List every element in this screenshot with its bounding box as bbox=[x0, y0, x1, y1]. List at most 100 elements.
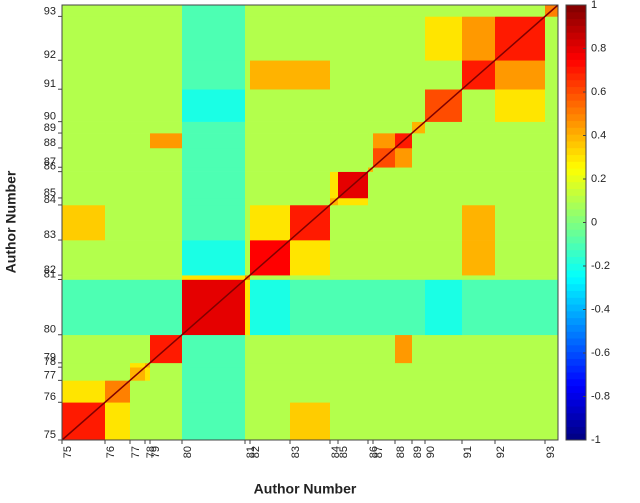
heatmap-cell bbox=[62, 171, 106, 199]
heatmap-cell bbox=[425, 279, 463, 336]
y-tick-label: 83 bbox=[44, 229, 56, 241]
heatmap-cell bbox=[250, 171, 291, 199]
heatmap-cell bbox=[105, 362, 131, 368]
heatmap-cell bbox=[395, 334, 413, 364]
heatmap-cell bbox=[245, 5, 251, 17]
heatmap-cell bbox=[373, 167, 396, 172]
heatmap-cell bbox=[395, 362, 413, 368]
heatmap-cell bbox=[545, 60, 559, 90]
colorbar-segment bbox=[566, 195, 586, 203]
heatmap-cell bbox=[545, 334, 559, 364]
heatmap-cell bbox=[330, 380, 339, 403]
colorbar-segment bbox=[566, 344, 586, 353]
heatmap-cell bbox=[495, 279, 546, 336]
heatmap-cell bbox=[462, 279, 496, 336]
heatmap-cell bbox=[545, 367, 559, 381]
heatmap-cell bbox=[145, 240, 151, 276]
heatmap-cell bbox=[412, 147, 426, 168]
y-tick-label: 76 bbox=[44, 391, 56, 403]
heatmap-cell bbox=[495, 5, 546, 17]
colorbar-tick-label: 0.4 bbox=[591, 129, 606, 141]
heatmap-cell bbox=[462, 197, 496, 206]
colorbar-tick-label: 0.8 bbox=[591, 42, 606, 54]
colorbar-segment bbox=[566, 134, 586, 142]
heatmap-cell bbox=[62, 334, 106, 364]
heatmap-cell bbox=[182, 240, 246, 276]
colorbar-segment bbox=[566, 378, 586, 387]
heatmap-cell bbox=[462, 402, 496, 441]
heatmap-cell bbox=[462, 171, 496, 199]
heatmap-cell bbox=[373, 197, 396, 206]
heatmap-cell bbox=[330, 279, 339, 336]
heatmap-cell bbox=[462, 367, 496, 381]
heatmap-cell bbox=[330, 362, 339, 368]
heatmap-cell bbox=[130, 121, 146, 134]
heatmap-cell bbox=[290, 60, 331, 90]
heatmap-cell bbox=[250, 279, 291, 336]
heatmap-cell bbox=[150, 60, 183, 90]
heatmap-cell bbox=[373, 89, 396, 122]
heatmap-cell bbox=[182, 402, 246, 441]
heatmap-cell bbox=[395, 367, 413, 381]
heatmap-cell bbox=[290, 167, 331, 172]
y-tick-label: 88 bbox=[44, 137, 56, 149]
heatmap-cell bbox=[462, 89, 496, 122]
heatmap-cell bbox=[105, 147, 131, 168]
heatmap-cell bbox=[338, 5, 369, 17]
heatmap-cell bbox=[250, 204, 291, 241]
colorbar-segment bbox=[566, 11, 586, 20]
heatmap-cell bbox=[150, 362, 183, 368]
colorbar-tick-label: -0.4 bbox=[591, 303, 610, 315]
heatmap-cell bbox=[462, 240, 496, 276]
heatmap-cell bbox=[412, 5, 426, 17]
heatmap-cell bbox=[545, 204, 559, 241]
heatmap-cell bbox=[290, 240, 331, 276]
colorbar-segment bbox=[566, 365, 586, 373]
heatmap-cell bbox=[462, 362, 496, 368]
heatmap-cell bbox=[182, 16, 246, 61]
heatmap-cell bbox=[182, 362, 246, 368]
heatmap-cell bbox=[105, 16, 131, 61]
heatmap-cell bbox=[290, 367, 331, 381]
colorbar-segment bbox=[566, 242, 586, 251]
heatmap-cell bbox=[105, 197, 131, 206]
heatmap-cell bbox=[495, 380, 546, 403]
heatmap-cell bbox=[462, 121, 496, 134]
heatmap-cell bbox=[145, 16, 151, 61]
heatmap-cell bbox=[330, 89, 339, 122]
heatmap-cell bbox=[62, 147, 106, 168]
heatmap-cell bbox=[62, 275, 106, 280]
heatmap-cell bbox=[412, 362, 426, 368]
heatmap-cell bbox=[373, 402, 396, 441]
heatmap-cell bbox=[373, 204, 396, 241]
heatmap-cell bbox=[545, 380, 559, 403]
colorbar-segment bbox=[566, 120, 586, 128]
heatmap-cell bbox=[338, 240, 369, 276]
heatmap-cell bbox=[245, 279, 251, 336]
heatmap-cell bbox=[495, 275, 546, 280]
colorbar-segment bbox=[566, 59, 586, 67]
colorbar-segment bbox=[566, 324, 586, 332]
heatmap-cell bbox=[368, 89, 374, 122]
heatmap-cell bbox=[545, 147, 559, 168]
heatmap-cell bbox=[462, 334, 496, 364]
heatmap-cell bbox=[150, 133, 183, 149]
heatmap-cell bbox=[373, 275, 396, 280]
heatmap-cell bbox=[545, 171, 559, 199]
heatmap-cell bbox=[373, 362, 396, 368]
heatmap-cell bbox=[373, 367, 396, 381]
heatmap-cell bbox=[545, 279, 559, 336]
heatmap-cell bbox=[130, 16, 146, 61]
colorbar-segment bbox=[566, 25, 586, 33]
colorbar-segment bbox=[566, 263, 586, 271]
heatmap-cell bbox=[338, 147, 369, 168]
heatmap-cell bbox=[182, 275, 246, 280]
heatmap-cell bbox=[462, 204, 496, 241]
colorbar-segment bbox=[566, 222, 586, 230]
heatmap-cell bbox=[105, 60, 131, 90]
heatmap-cell bbox=[150, 402, 183, 441]
colorbar-segment bbox=[566, 426, 586, 434]
colorbar-segment bbox=[566, 317, 586, 325]
y-tick-label: 89 bbox=[44, 122, 56, 134]
heatmap-cell bbox=[395, 171, 413, 199]
